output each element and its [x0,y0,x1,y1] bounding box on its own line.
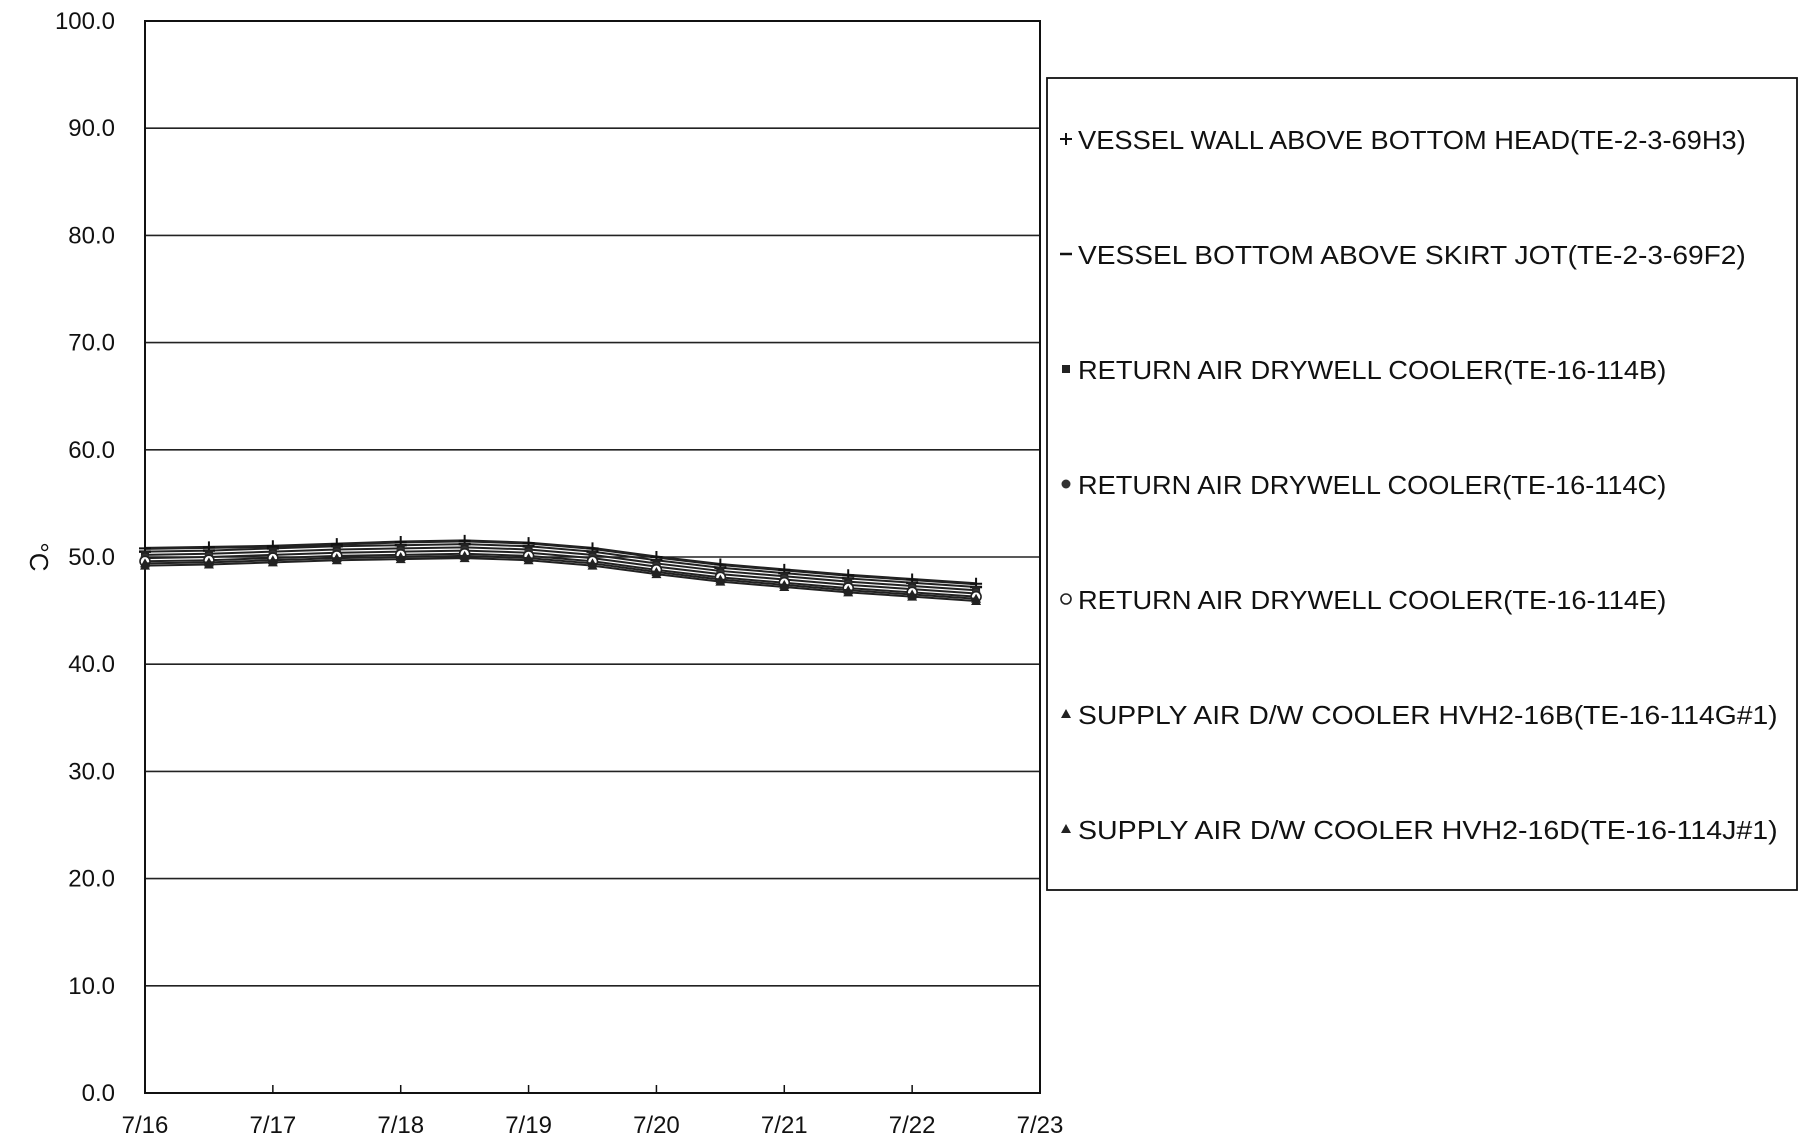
legend-label: VESSEL WALL ABOVE BOTTOM HEAD(TE-2-3-69H… [1078,125,1746,155]
legend-marker [1060,133,1072,145]
y-tick-label: 90.0 [68,115,115,142]
legend-item: RETURN AIR DRYWELL COOLER(TE-16-114B) [1062,355,1666,385]
series-7 [140,553,982,605]
data-point [587,560,598,570]
legend-item: RETURN AIR DRYWELL COOLER(TE-16-114E) [1060,585,1666,615]
series-2 [139,542,983,589]
legend-label: RETURN AIR DRYWELL COOLER(TE-16-114E) [1078,585,1666,615]
series-3 [141,543,981,595]
x-tick-label: 7/16 [122,1112,169,1139]
series-line [144,546,977,592]
series-line [144,557,977,602]
series-line [144,554,977,600]
legend-item: VESSEL WALL ABOVE BOTTOM HEAD(TE-2-3-69H… [1060,125,1746,155]
legend-item: SUPPLY AIR D/W COOLER HVH2-16B(TE-16-114… [1061,700,1778,730]
legend-item: RETURN AIR DRYWELL COOLER(TE-16-114C) [1061,470,1666,500]
data-point [907,591,918,601]
series-line [144,539,977,586]
y-tick-label: 60.0 [68,437,115,464]
x-tick-label: 7/18 [377,1112,424,1139]
legend-label: SUPPLY AIR D/W COOLER HVH2-16D(TE-16-114… [1078,815,1778,845]
data-point [523,555,534,565]
series-layer [139,534,983,605]
data-point [331,555,342,565]
legend-marker [1061,824,1071,833]
y-tick-label: 10.0 [68,973,115,1000]
x-tick-label: 7/17 [249,1112,296,1139]
y-tick-label: 20.0 [68,866,115,893]
x-axis-ticks: 7/16 7/17 7/18 7/19 7/20 7/21 7/22 7/23 [122,1085,1064,1139]
x-tick-label: 7/23 [1017,1112,1064,1139]
series-line [144,543,977,589]
data-point [203,559,214,569]
legend-item: SUPPLY AIR D/W COOLER HVH2-16D(TE-16-114… [1061,815,1778,845]
y-tick-label: 30.0 [68,758,115,785]
legend: VESSEL WALL ABOVE BOTTOM HEAD(TE-2-3-69H… [1046,77,1798,891]
legend-marker [1060,593,1072,605]
data-point [715,576,726,586]
y-tick-label: 0.0 [82,1080,115,1107]
data-point [459,553,470,563]
legend-item: VESSEL BOTTOM ABOVE SKIRT JOT(TE-2-3-69F… [1060,240,1746,270]
y-tick-label: 100.0 [55,8,115,35]
y-axis-ticks: 0.0 10.0 20.0 30.0 40.0 50.0 60.0 70.0 80.0 90.0 1… [55,8,115,1107]
series-line [144,552,977,598]
data-point [843,587,854,597]
legend-label: RETURN AIR DRYWELL COOLER(TE-16-114B) [1078,355,1666,385]
data-point [651,569,662,579]
legend-marker [1062,365,1070,373]
data-point [395,554,406,564]
x-tick-label: 7/22 [889,1112,936,1139]
series-1 [139,534,983,590]
x-tick-label: 7/20 [633,1112,680,1139]
y-axis-label: °C [24,542,54,571]
data-point [140,560,150,570]
legend-label: SUPPLY AIR D/W COOLER HVH2-16B(TE-16-114… [1078,700,1778,730]
data-point [971,595,982,605]
legend-box [1046,77,1798,891]
x-tick-label: 7/21 [761,1112,808,1139]
x-tick-label: 7/19 [505,1112,552,1139]
y-tick-label: 50.0 [68,544,115,571]
legend-marker [1061,709,1071,718]
series-line [144,549,977,595]
legend-label: RETURN AIR DRYWELL COOLER(TE-16-114C) [1078,470,1666,500]
y-tick-label: 70.0 [68,330,115,357]
data-point [779,582,790,592]
y-tick-label: 40.0 [68,651,115,678]
legend-marker [1061,479,1071,489]
data-point [267,557,278,567]
y-tick-label: 80.0 [68,222,115,249]
legend-label: VESSEL BOTTOM ABOVE SKIRT JOT(TE-2-3-69F… [1078,240,1746,270]
